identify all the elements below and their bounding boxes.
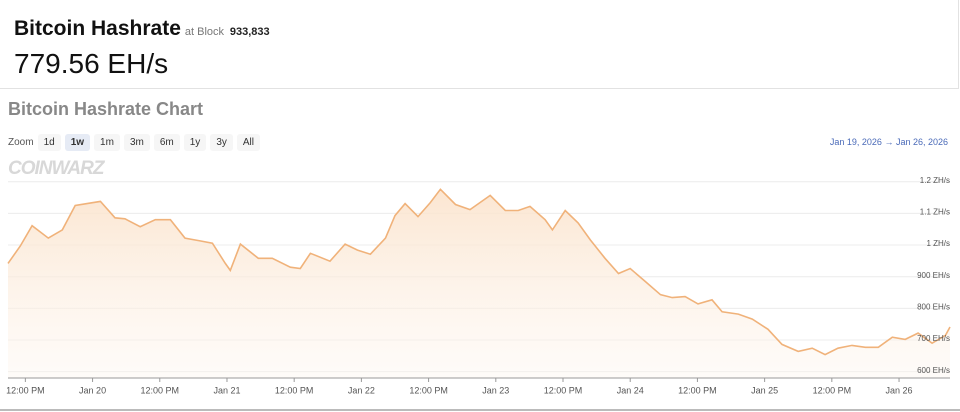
y-tick-label: 1.1 ZH/s <box>920 208 950 217</box>
x-tick-label: Jan 21 <box>213 385 240 395</box>
zoom-button[interactable]: 1d <box>37 134 61 151</box>
y-tick-label: 800 EH/s <box>917 302 950 311</box>
y-tick-label: 900 EH/s <box>917 271 950 280</box>
x-tick-label: 12:00 PM <box>409 385 448 395</box>
x-tick-label: 12:00 PM <box>275 385 314 395</box>
y-tick-label: 1.2 ZH/s <box>920 176 950 185</box>
zoom-bar: Zoom 1d 1w 1m 3m 6m 1y 3y All <box>8 134 260 151</box>
area-fill <box>8 189 950 378</box>
y-tick-label: 600 EH/s <box>917 366 950 375</box>
x-tick-label: 12:00 PM <box>141 385 180 395</box>
x-tick-label: Jan 22 <box>348 385 375 395</box>
arrow: → <box>884 137 894 147</box>
title: Bitcoin Hashrate at Block 933,833 <box>14 17 270 41</box>
date-to[interactable]: Jan 26, 2026 <box>895 137 948 147</box>
y-tick-label: 1 ZH/s <box>926 239 950 248</box>
watermark: COINWARZ <box>8 158 106 179</box>
x-tick-label: 12:00 PM <box>678 385 717 395</box>
x-tick-label: 12:00 PM <box>6 385 45 395</box>
block-number: 933,833 <box>229 26 270 38</box>
zoom-button[interactable]: 1w <box>64 134 91 151</box>
zoom-button[interactable]: 1y <box>183 134 207 151</box>
zoom-button[interactable]: 3y <box>210 134 233 151</box>
x-tick-label: Jan 20 <box>79 385 106 395</box>
zoom-button[interactable]: 6m <box>153 134 180 151</box>
header: Bitcoin Hashrate at Block 933,833 779.56 … <box>0 0 959 89</box>
x-tick-label: Jan 26 <box>886 385 913 395</box>
chart-title: Bitcoin Hashrate Chart <box>8 99 204 119</box>
x-tick-label: 12:00 PM <box>544 385 583 395</box>
zoom-button[interactable]: All <box>236 134 260 151</box>
block-label: at Block <box>184 26 225 38</box>
x-tick-label: Jan 24 <box>617 385 644 395</box>
date-from[interactable]: Jan 19, 2026 <box>829 137 882 147</box>
line <box>7 188 951 356</box>
y-tick-label: 700 EH/s <box>917 334 950 343</box>
zoom-button[interactable]: 3m <box>123 134 150 151</box>
x-tick-label: 12:00 PM <box>813 385 852 395</box>
title-text: Bitcoin Hashrate <box>14 17 181 40</box>
zoom-label: Zoom <box>8 137 34 148</box>
x-tick-label: Jan 25 <box>751 385 778 395</box>
zoom-button[interactable]: 1m <box>94 134 120 151</box>
date-range: Jan 19, 2026 → Jan 26, 2026 <box>830 137 948 147</box>
x-tick-label: Jan 23 <box>482 385 509 395</box>
hashrate-value: 779.56 EH/s <box>14 48 169 79</box>
